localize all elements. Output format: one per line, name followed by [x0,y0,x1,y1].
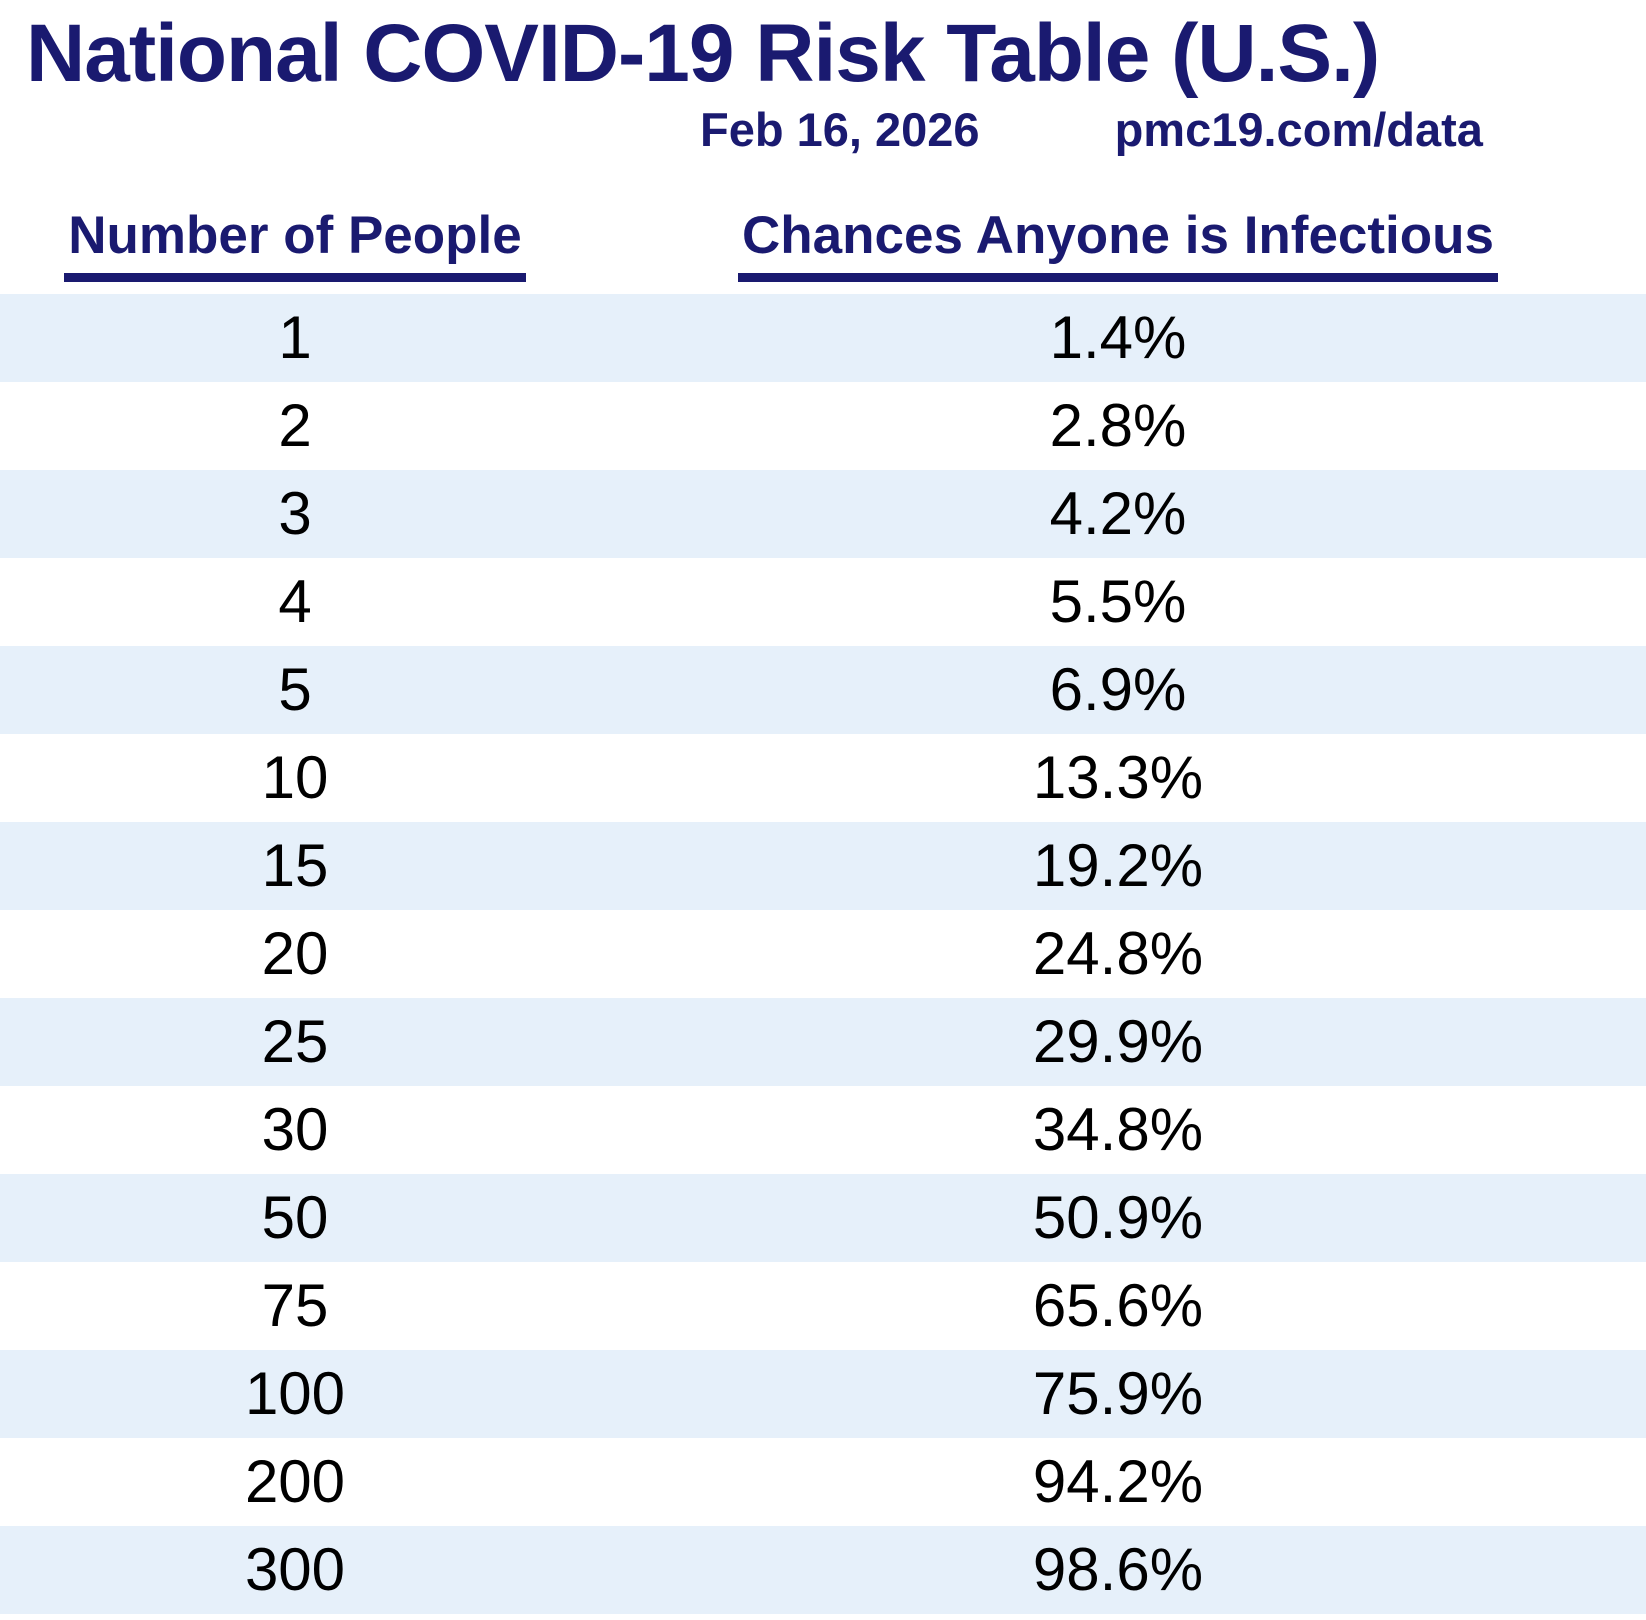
people-count-cell: 15 [261,831,329,899]
infectious-chance-cell: 29.9% [1032,1007,1204,1075]
table-row: 50 50.9% [0,1173,1646,1262]
table-row: 25 29.9% [0,997,1646,1086]
infectious-chance-cell: 98.6% [1032,1535,1204,1603]
table-row: 30 34.8% [0,1085,1646,1174]
table-row: 200 94.2% [0,1437,1646,1526]
table-row: 100 75.9% [0,1349,1646,1438]
infectious-chance-cell: 50.9% [1032,1183,1204,1251]
subtitle-row: Feb 16, 2026 pmc19.com/data [0,102,1646,157]
people-count-cell: 200 [244,1447,346,1515]
table-body: 1 1.4% 2 2.8% 3 4.2% 4 5.5% 5 6.9% 10 13.3% 15 19.2% 2… [0,293,1646,1614]
infectious-chance-cell: 13.3% [1032,743,1204,811]
infectious-chance-cell: 75.9% [1032,1359,1204,1427]
people-count-cell: 5 [278,655,312,723]
infectious-chance-cell: 1.4% [1049,303,1187,371]
table-row: 3 4.2% [0,469,1646,558]
infectious-chance-cell: 4.2% [1049,479,1187,547]
table-row: 4 5.5% [0,557,1646,646]
infectious-chance-cell: 94.2% [1032,1447,1204,1515]
date-label: Feb 16, 2026 [700,102,980,156]
column-header-chances-infectious: Chances Anyone is Infectious [590,205,1646,294]
infectious-chance-cell: 24.8% [1032,919,1204,987]
column-header-chances-infectious-label: Chances Anyone is Infectious [738,205,1498,282]
risk-table: Number of People Chances Anyone is Infec… [0,205,1646,1614]
table-row: 10 13.3% [0,733,1646,822]
people-count-cell: 2 [278,391,312,459]
people-count-cell: 4 [278,567,312,635]
infectious-chance-cell: 5.5% [1049,567,1187,635]
table-row: 15 19.2% [0,821,1646,910]
table-row: 300 98.6% [0,1525,1646,1614]
people-count-cell: 300 [244,1535,346,1603]
source-url-label: pmc19.com/data [1114,102,1483,156]
infectious-chance-cell: 6.9% [1049,655,1187,723]
people-count-cell: 75 [261,1271,329,1339]
people-count-cell: 25 [261,1007,329,1075]
infectious-chance-cell: 19.2% [1032,831,1204,899]
infectious-chance-cell: 65.6% [1032,1271,1204,1339]
table-row: 2 2.8% [0,381,1646,470]
page-title: National COVID-19 Risk Table (U.S.) [26,8,1380,99]
table-row: 75 65.6% [0,1261,1646,1350]
infectious-chance-cell: 2.8% [1049,391,1187,459]
column-header-number-of-people: Number of People [0,205,590,294]
people-count-cell: 3 [278,479,312,547]
people-count-cell: 30 [261,1095,329,1163]
people-count-cell: 20 [261,919,329,987]
people-count-cell: 100 [244,1359,346,1427]
people-count-cell: 10 [261,743,329,811]
table-row: 1 1.4% [0,293,1646,382]
people-count-cell: 1 [278,303,312,371]
people-count-cell: 50 [261,1183,329,1251]
table-row: 5 6.9% [0,645,1646,734]
table-header-row: Number of People Chances Anyone is Infec… [0,205,1646,294]
column-header-number-of-people-label: Number of People [64,205,526,282]
infectious-chance-cell: 34.8% [1032,1095,1204,1163]
table-row: 20 24.8% [0,909,1646,998]
